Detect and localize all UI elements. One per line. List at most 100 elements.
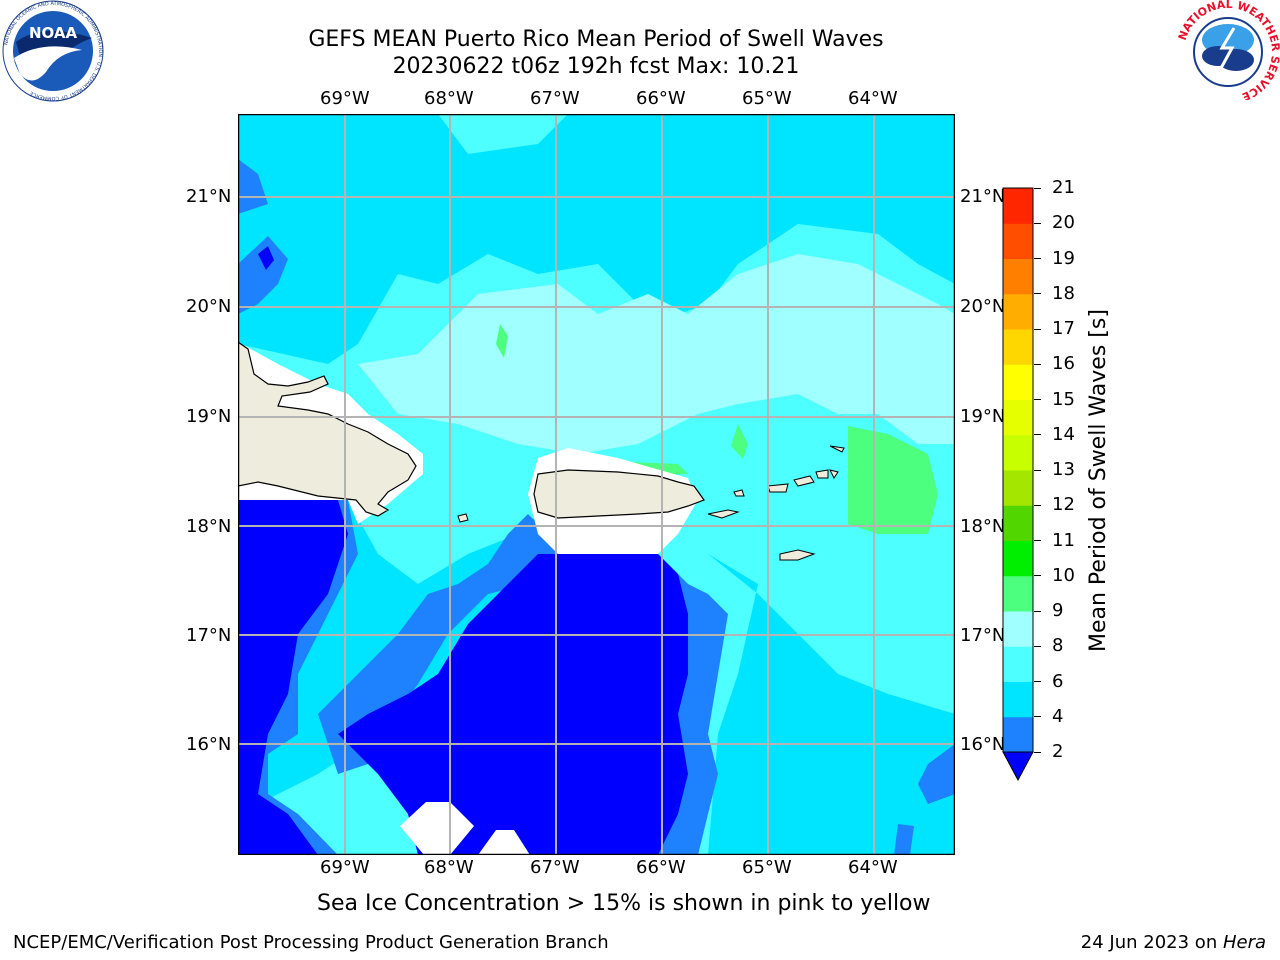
lat-label-right-20n: 20°N (960, 296, 1006, 317)
colorbar-tick-mark (1034, 681, 1041, 682)
colorbar-swatch (1003, 646, 1033, 682)
colorbar-tick-label: 9 (1052, 600, 1064, 621)
land-hispaniola (237, 340, 417, 517)
colorbar-extend-triangle (1002, 751, 1034, 782)
colorbar-swatch (1003, 188, 1033, 224)
land-mona (457, 513, 469, 523)
footer-machine: Hera (1222, 932, 1266, 953)
colorbar-tick-mark (1034, 399, 1041, 400)
field-4-6-north (238, 114, 955, 364)
colorbar-tick-label: 12 (1052, 494, 1075, 516)
nodata-south-a (400, 802, 474, 855)
colorbar-tick-mark (1034, 222, 1041, 224)
colorbar-tick-label: 6 (1052, 670, 1064, 692)
colorbar-swatch (1003, 364, 1033, 400)
colorbar-tick-label: 2 (1052, 741, 1064, 762)
colorbar-swatch (1003, 470, 1033, 506)
land-vieques (707, 509, 740, 519)
colorbar-swatch (1003, 681, 1033, 718)
lon-label-bottom-65w: 65°W (742, 857, 792, 878)
lon-label-top-69w: 69°W (320, 88, 370, 109)
noaa-logo-text: NOAA (29, 24, 78, 42)
footer-date: 24 Jun 2023 on Hera (1081, 932, 1266, 953)
field-9-10-b (731, 424, 748, 459)
lat-label-left-17n: 17°N (186, 625, 232, 646)
colorbar-tick-label: 13 (1052, 459, 1075, 480)
colorbar-tick-label: 19 (1052, 247, 1075, 269)
land-culebra (733, 489, 745, 497)
colorbar-tick-mark (1034, 716, 1041, 718)
lat-labels-left: 21°N 20°N 19°N 18°N 17°N 16°N (0, 0, 238, 960)
colorbar-tick-label: 14 (1052, 423, 1075, 445)
colorbar-tick-mark (1034, 363, 1041, 365)
field-lt-2-south (338, 554, 688, 855)
colorbar (1002, 186, 1036, 786)
colorbar-tick-mark (1034, 469, 1041, 471)
colorbar-swatch (1003, 505, 1033, 541)
colorbar-tick-mark (1034, 293, 1041, 295)
colorbar-title: Mean Period of Swell Waves [s] (1086, 309, 1111, 652)
colorbar-swatches (1002, 187, 1034, 782)
colorbar-swatch (1003, 258, 1033, 295)
land-virgin-islands (767, 469, 839, 493)
lon-label-bottom-69w: 69°W (320, 857, 370, 878)
colorbar-tick-label: 16 (1052, 353, 1075, 375)
lon-label-top-67w: 67°W (530, 88, 580, 109)
lat-label-right-18n: 18°N (960, 516, 1006, 537)
lat-label-left-18n: 18°N (186, 516, 232, 537)
field-8-9-central (358, 254, 955, 454)
field-4-6-east (708, 554, 955, 855)
footer-date-text: 24 Jun 2023 on (1080, 932, 1223, 953)
colorbar-swatch (1003, 716, 1033, 753)
colorbar-ticks: 2 4 6 8 9 10 11 12 13 14 15 16 17 18 19 20 21 (1034, 0, 1094, 960)
lon-label-bottom-64w: 64°W (848, 857, 898, 878)
graticule (238, 114, 955, 855)
colorbar-swatch (1003, 611, 1033, 647)
lat-label-right-17n: 17°N (960, 625, 1006, 646)
lon-label-bottom-67w: 67°W (530, 857, 580, 878)
colorbar-tick-label: 10 (1052, 564, 1075, 586)
field-lt-2-west (238, 500, 348, 855)
colorbar-swatch (1003, 540, 1033, 577)
colorbar-tick-label: 18 (1052, 282, 1075, 304)
lon-label-bottom-68w: 68°W (424, 857, 474, 878)
map-frame (237, 113, 956, 856)
footer-producer: NCEP/EMC/Verification Post Processing Pr… (13, 932, 609, 953)
field-9-10-a (848, 426, 938, 534)
colorbar-tick-mark (1034, 328, 1041, 330)
land-st-croix (779, 549, 816, 561)
sea-ice-caption: Sea Ice Concentration > 15% is shown in … (317, 891, 931, 916)
nws-logo: NATIONAL WEATHER SERVICE (1176, 0, 1280, 103)
colorbar-swatch (1003, 434, 1033, 471)
lon-label-bottom-66w: 66°W (636, 857, 686, 878)
field-8-9-east (798, 304, 955, 434)
colorbar-outline (1002, 187, 1034, 753)
colorbar-tick-label: 4 (1052, 705, 1064, 727)
field-9-10-c (496, 324, 508, 358)
lon-labels-top: 69°W 68°W 67°W 66°W 65°W 64°W (0, 88, 1280, 112)
colorbar-tick-label: 11 (1052, 529, 1075, 551)
colorbar-tick-mark (1034, 540, 1041, 541)
nodata-south-b (478, 830, 530, 855)
lon-labels-bottom: 69°W 68°W 67°W 66°W 65°W 64°W (0, 857, 1280, 881)
colorbar-tick-label: 20 (1052, 212, 1075, 234)
colorbar-swatch (1003, 223, 1033, 259)
field-lt-2-spot (258, 246, 274, 270)
lat-label-left-19n: 19°N (186, 406, 232, 427)
colorbar-tick-label: 15 (1052, 388, 1075, 410)
colorbar-tick-label: 8 (1052, 635, 1064, 657)
colorbar-swatch (1003, 575, 1033, 612)
colorbar-tick-mark (1034, 610, 1041, 612)
colorbar-swatch (1003, 293, 1033, 330)
lat-label-left-21n: 21°N (186, 186, 232, 207)
title-line-1: GEFS MEAN Puerto Rico Mean Period of Swe… (308, 27, 884, 52)
colorbar-tick-mark (1034, 645, 1041, 647)
lat-label-right-16n: 16°N (960, 734, 1006, 755)
colorbar-swatch (1003, 399, 1033, 436)
swell-period-map (237, 113, 956, 856)
land-anegada (829, 445, 845, 453)
map-panel (237, 113, 956, 856)
colorbar-tick-mark (1034, 575, 1041, 577)
lat-labels-right: 21°N 20°N 19°N 18°N 17°N 16°N (958, 0, 1006, 960)
lat-label-right-19n: 19°N (960, 406, 1006, 427)
